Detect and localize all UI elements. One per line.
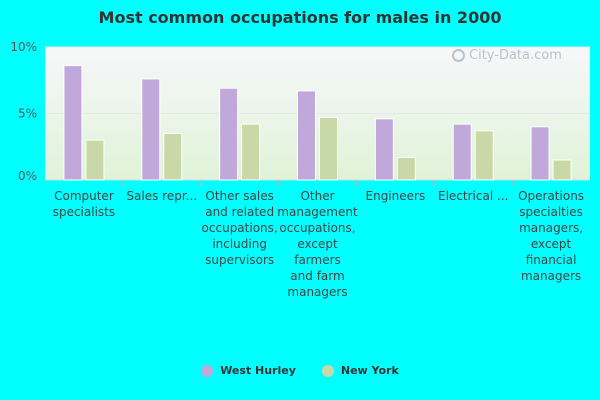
city-data-logo-icon — [452, 49, 465, 62]
x-category-label: Operations specialties managers, except fina… — [518, 189, 584, 283]
bar-west-hurley-3 — [219, 87, 239, 181]
legend-item-new-york: New York — [321, 364, 399, 377]
legend-item-west-hurley: West Hurley — [201, 364, 296, 377]
bar-west-hurley-1 — [63, 65, 83, 181]
bar-new-york-2 — [163, 132, 183, 181]
legend-label-west-hurley: West Hurley — [220, 364, 296, 377]
bar-new-york-7 — [552, 159, 572, 181]
bar-west-hurley-2 — [141, 78, 161, 181]
x-category-label: Engineers — [366, 189, 426, 203]
y-tick-label: 0% — [18, 169, 37, 183]
x-category-label: Computer specialists — [53, 189, 115, 219]
x-category-label: Other management occupations, except farmers… — [277, 189, 358, 299]
legend: West Hurley New York — [0, 364, 600, 377]
bar-west-hurley-4 — [297, 90, 316, 181]
x-category-label: Electrical ... — [438, 189, 508, 203]
bar-new-york-3 — [241, 123, 261, 181]
bar-west-hurley-5 — [374, 118, 394, 181]
y-tick-label: 10% — [10, 40, 37, 54]
x-category-label: Other sales and related occupations, includ… — [202, 189, 278, 267]
watermark: City-Data.com — [452, 48, 562, 63]
bar-new-york-5 — [396, 156, 416, 181]
chart-title: Most common occupations for males in 200… — [98, 8, 502, 27]
watermark-text: City-Data.com — [469, 48, 562, 63]
legend-label-new-york: New York — [340, 364, 399, 377]
bar-west-hurley-7 — [530, 126, 550, 181]
legend-swatch-new-york — [321, 364, 334, 377]
bar-new-york-1 — [85, 139, 105, 181]
bar-new-york-6 — [474, 130, 494, 181]
legend-swatch-west-hurley — [201, 364, 214, 377]
bar-new-york-4 — [319, 116, 338, 181]
bar-west-hurley-6 — [452, 123, 472, 181]
x-category-label: Sales repr... — [126, 189, 197, 203]
y-tick-label: 5% — [18, 107, 37, 121]
